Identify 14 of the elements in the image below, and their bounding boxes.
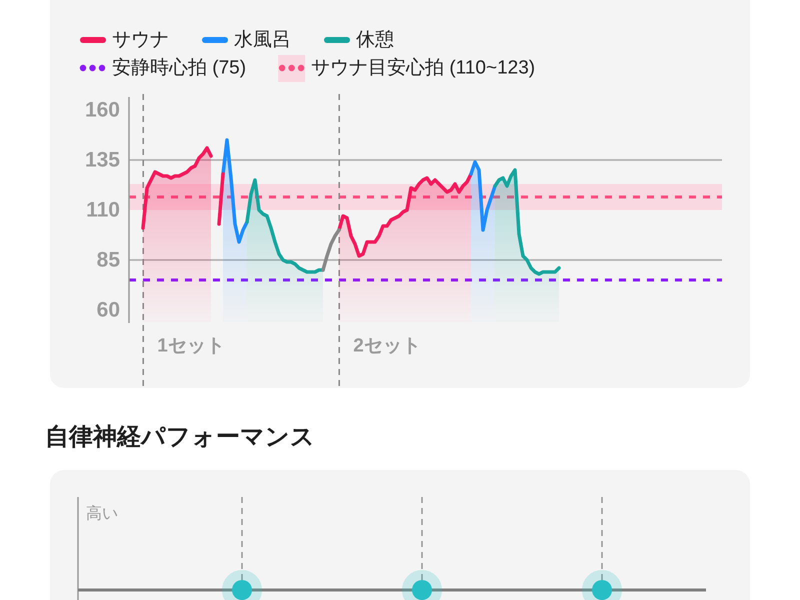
text: 高い bbox=[86, 504, 118, 522]
legend-label: サウナ目安心拍 (110~123) bbox=[311, 56, 536, 78]
y-tick-label: 85 bbox=[96, 248, 120, 272]
text: 自律神経パフォーマンス bbox=[45, 424, 315, 450]
x-tick-label: 1セット bbox=[157, 336, 225, 356]
legend-label: 水風呂 bbox=[234, 30, 291, 50]
legend-label: サウナ bbox=[112, 30, 169, 50]
y-tick-label: 135 bbox=[84, 148, 120, 172]
legend-label: 休憩 bbox=[356, 30, 394, 50]
x-tick-label: 2セット bbox=[353, 336, 421, 356]
y-tick-label: 160 bbox=[84, 98, 120, 122]
y-tick-label: 60 bbox=[96, 298, 120, 322]
y-tick-label: 110 bbox=[86, 198, 120, 222]
legend-label: 安静時心拍 (75) bbox=[112, 56, 246, 78]
